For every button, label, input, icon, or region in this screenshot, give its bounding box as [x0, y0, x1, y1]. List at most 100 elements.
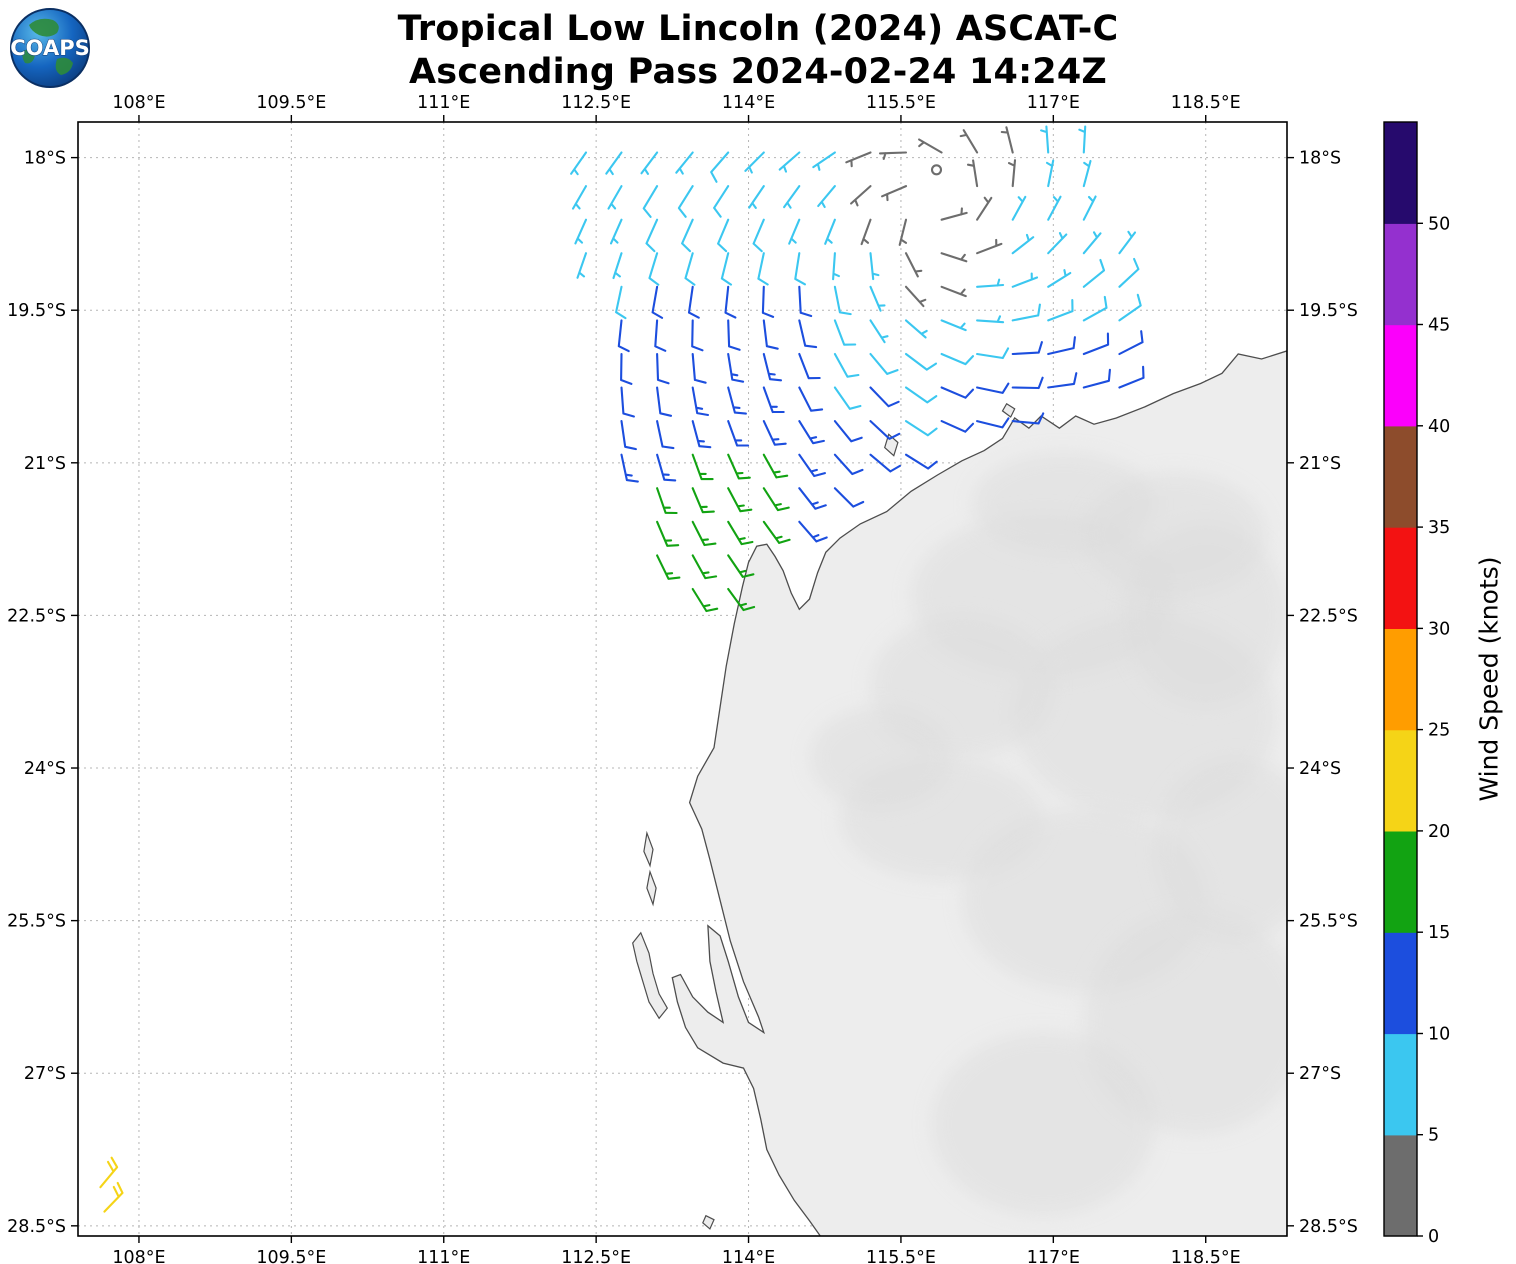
wind-barb	[1011, 341, 1043, 356]
wind-barb	[1011, 412, 1045, 425]
wind-barb	[762, 487, 790, 512]
wind-barb	[727, 520, 754, 546]
wind-barb	[724, 285, 737, 319]
x-tick-label: 117°E	[1027, 1248, 1080, 1264]
wind-barb	[940, 352, 975, 366]
wind-barb	[605, 151, 623, 176]
wind-barb	[833, 453, 864, 476]
wind-barb	[691, 487, 715, 514]
colorbar-segment	[1384, 223, 1417, 326]
wind-barb	[976, 417, 1010, 429]
wind-barb	[99, 1156, 119, 1189]
colorbar-tick-label: 35	[1428, 518, 1450, 538]
wind-barb	[798, 386, 824, 412]
wind-barb	[1047, 232, 1068, 255]
wind-barb	[869, 252, 880, 281]
colorbar-segment	[1384, 830, 1417, 933]
wind-barb	[762, 319, 779, 350]
colorbar-segment	[1384, 527, 1417, 629]
colorbar-segment	[1384, 1134, 1417, 1237]
wind-barb	[691, 520, 717, 547]
terrain-patch	[809, 706, 952, 809]
wind-barb	[940, 420, 975, 433]
x-tick-label: 115.5°E	[866, 1248, 936, 1264]
x-tick-label: 114°E	[722, 1248, 775, 1264]
y-tick-label: 25.5°S	[7, 912, 66, 932]
wind-barb	[976, 382, 1010, 394]
wind-barb	[727, 352, 745, 383]
wind-barb	[940, 252, 968, 263]
wind-barb	[898, 218, 908, 246]
wind-barb	[1047, 269, 1072, 288]
colorbar-segment	[1384, 425, 1417, 528]
colorbar-segment	[1384, 122, 1417, 224]
colorbar-tick-label: 30	[1428, 619, 1450, 639]
terrain-patch	[931, 1032, 1155, 1216]
wind-barb	[1011, 376, 1044, 390]
colorbar-tick-label: 40	[1428, 417, 1450, 437]
colorbar-segment	[1384, 628, 1417, 731]
wind-barb	[727, 386, 747, 415]
wind-barb	[1011, 303, 1041, 322]
wind-barb	[959, 129, 979, 154]
x-tick-label: 112.5°E	[561, 1248, 631, 1264]
wind-barb	[1082, 159, 1092, 188]
calm-circle	[930, 164, 943, 176]
wind-barb	[940, 207, 968, 221]
wind-barb	[940, 319, 967, 332]
chart-subtitle: Ascending Pass 2024-02-24 14:24Z	[409, 51, 1107, 92]
coastline	[671, 350, 1287, 1236]
y-tick-label: 21°S	[1299, 454, 1341, 474]
island	[1001, 402, 1016, 418]
colorbar-tick-label: 0	[1428, 1227, 1439, 1247]
wind-barb	[904, 319, 928, 339]
x-tick-label: 108°E	[112, 1248, 165, 1264]
wind-barb	[656, 352, 670, 385]
wind-barb	[642, 185, 659, 218]
wind-barb	[752, 218, 765, 253]
wind-barb	[1118, 330, 1144, 356]
wind-barb	[762, 352, 783, 382]
wind-barb	[675, 151, 694, 175]
wind-barb	[1082, 258, 1106, 288]
colorbar-segment	[1384, 729, 1417, 832]
wind-barb	[794, 252, 806, 286]
colorbar-tick-label: 5	[1428, 1126, 1439, 1146]
colorbar-tick-label: 20	[1428, 822, 1450, 842]
wind-barb	[1047, 195, 1062, 221]
wind-barb	[691, 453, 714, 481]
y-tick-label: 27°S	[24, 1064, 66, 1084]
wind-barbs	[99, 125, 1145, 1213]
wind-barb	[869, 453, 901, 473]
coaps-globe-icon: COAPS	[10, 8, 90, 88]
colorbar: 0 5 10 15 20 25 30 35 40 45 50	[1383, 121, 1450, 1247]
wind-barb	[1000, 126, 1014, 154]
x-tick-label: 109.5°E	[256, 1248, 326, 1264]
wind-barb	[881, 185, 908, 202]
wind-barb	[574, 218, 588, 245]
wind-barb	[1082, 368, 1111, 389]
x-tick-label: 111°E	[417, 1248, 470, 1264]
wind-barb	[1047, 372, 1078, 389]
x-tick-label: 118.5°E	[1171, 1248, 1241, 1264]
wind-barb	[976, 315, 1005, 324]
wind-barb	[869, 386, 900, 408]
wind-barb	[918, 138, 943, 154]
island	[643, 830, 654, 868]
wind-barb	[691, 319, 704, 352]
x-tick-label: 115.5°E	[866, 93, 936, 113]
y-tick-label: 27°S	[1299, 1064, 1341, 1084]
wind-barb	[904, 252, 923, 278]
wind-barb	[1078, 125, 1087, 154]
wind-barb	[103, 1181, 124, 1213]
wind-barb	[748, 185, 765, 209]
colorbar-segment	[1384, 1033, 1417, 1136]
wind-barb	[744, 151, 765, 174]
wind-barb	[798, 520, 828, 543]
wind-barb	[576, 252, 588, 279]
wind-barb	[976, 278, 1005, 288]
wind-barb	[833, 285, 852, 316]
coaps-logo-text: COAPS	[10, 36, 89, 60]
colorbar-tick-label: 25	[1428, 721, 1450, 741]
